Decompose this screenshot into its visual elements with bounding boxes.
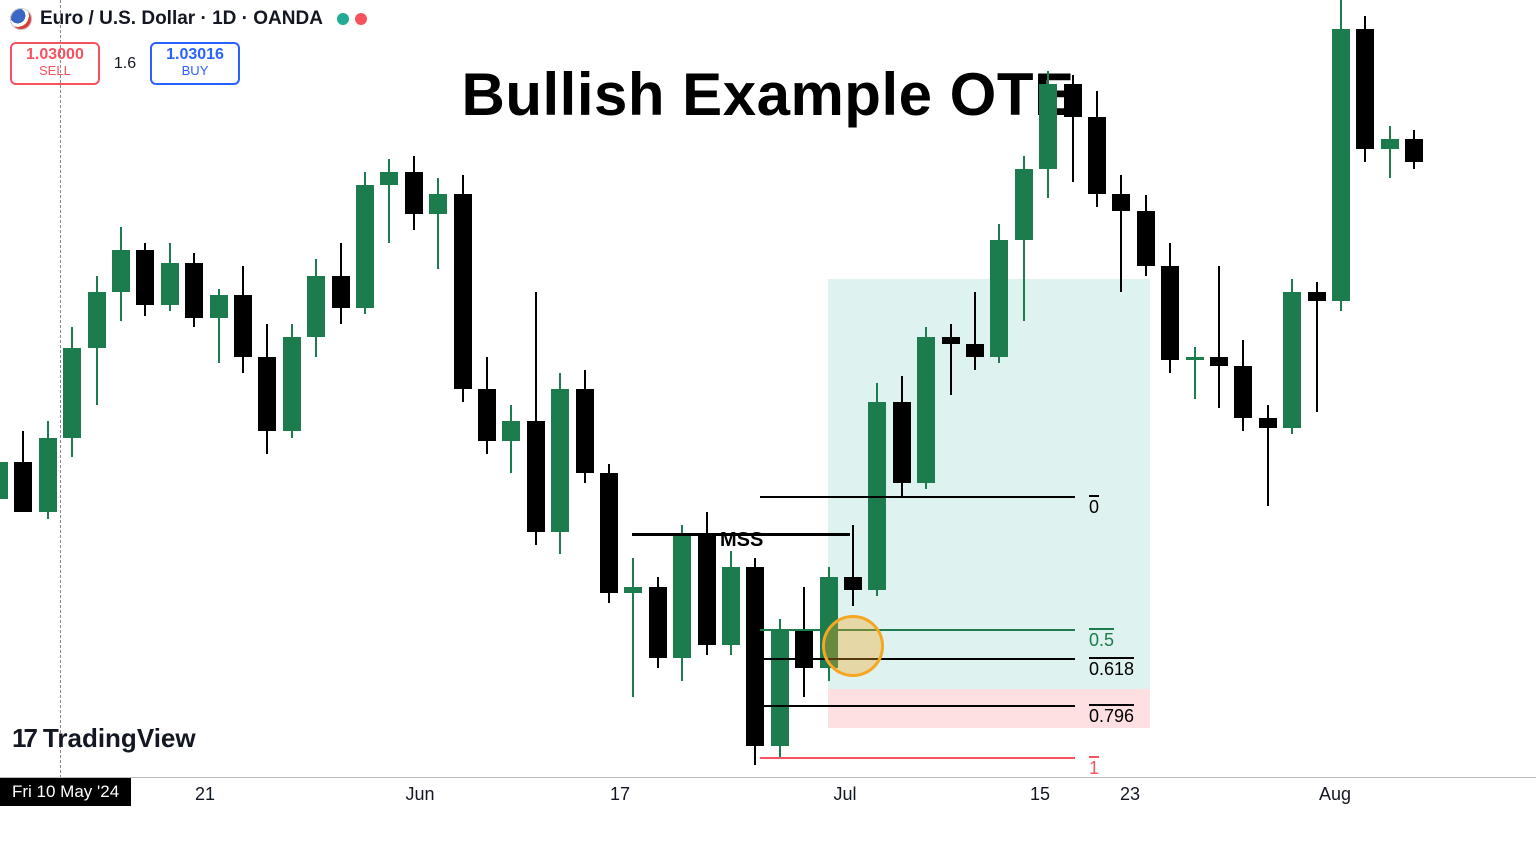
candle [600, 464, 618, 603]
tradingview-text: TradingView [43, 723, 196, 754]
candle [185, 253, 203, 328]
candle [429, 178, 447, 269]
x-tick: 23 [1120, 784, 1140, 805]
fib-label-0.796: 0.796 [1089, 704, 1134, 706]
fib-line-0.5 [760, 629, 1075, 631]
candle [1210, 266, 1228, 409]
candle [1332, 0, 1350, 311]
candle [112, 227, 130, 321]
candle [283, 324, 301, 437]
candlestick-chart[interactable]: 0 0.5 0.618 0.796 1 MSS [0, 0, 1536, 778]
candle [1064, 75, 1082, 182]
candle [990, 224, 1008, 363]
candle [527, 292, 545, 545]
candle [307, 259, 325, 356]
x-tick: 15 [1030, 784, 1050, 805]
fib-line-1 [760, 757, 1075, 759]
candle [258, 324, 276, 454]
candle [1259, 405, 1277, 505]
candle [551, 373, 569, 555]
candle [795, 587, 813, 697]
x-axis: 21 Jun 17 Jul 15 23 Aug [0, 777, 1536, 806]
fib-line-0.796 [760, 705, 1075, 707]
x-tick: Jul [833, 784, 856, 805]
candle [771, 619, 789, 758]
candle [868, 383, 886, 597]
candle [624, 558, 642, 697]
candle [649, 577, 667, 668]
candle [673, 525, 691, 681]
candle [942, 324, 960, 395]
candle [0, 454, 8, 551]
x-tick: Aug [1319, 784, 1351, 805]
candle [746, 558, 764, 765]
candle [1161, 243, 1179, 373]
candle [332, 243, 350, 324]
x-tick: 17 [610, 784, 630, 805]
candle [576, 370, 594, 483]
candle [1186, 347, 1204, 399]
candle [722, 551, 740, 655]
candle [356, 172, 374, 315]
candle [966, 292, 984, 370]
fib-line-0.618 [760, 658, 1075, 660]
candle [502, 405, 520, 473]
candle [1088, 91, 1106, 208]
candle [39, 421, 57, 518]
candle [1308, 282, 1326, 412]
fib-line-0 [760, 496, 1075, 498]
candle [1039, 71, 1057, 197]
candle [1137, 195, 1155, 276]
candle [1112, 175, 1130, 292]
fib-label-0.5: 0.5 [1089, 628, 1114, 630]
candle [63, 327, 81, 457]
fib-label-1: 1 [1089, 756, 1099, 758]
mss-label: MSS [720, 529, 763, 552]
x-tick: Jun [405, 784, 434, 805]
candle [893, 376, 911, 496]
fib-label-0: 0 [1089, 495, 1099, 497]
fib-label-0.618: 0.618 [1089, 657, 1134, 659]
candle [380, 159, 398, 243]
candle [234, 266, 252, 373]
candle [1234, 340, 1252, 431]
candle [917, 327, 935, 489]
candle [1405, 130, 1423, 169]
candle [405, 156, 423, 231]
candle [454, 175, 472, 402]
candle [1015, 156, 1033, 321]
candle [844, 525, 862, 606]
candle [161, 243, 179, 311]
crosshair-date-box: Fri 10 May '24 [0, 778, 131, 806]
candle [1283, 279, 1301, 435]
x-tick: 21 [195, 784, 215, 805]
tradingview-logo-icon: 17 [12, 723, 35, 754]
candle [136, 243, 154, 316]
candle [210, 289, 228, 364]
candle [1381, 126, 1399, 178]
tradingview-watermark: 17 TradingView [12, 723, 196, 754]
candle [478, 357, 496, 454]
candle [14, 431, 32, 486]
candle [88, 276, 106, 406]
crosshair-vertical [60, 0, 61, 778]
candle [1356, 16, 1374, 162]
